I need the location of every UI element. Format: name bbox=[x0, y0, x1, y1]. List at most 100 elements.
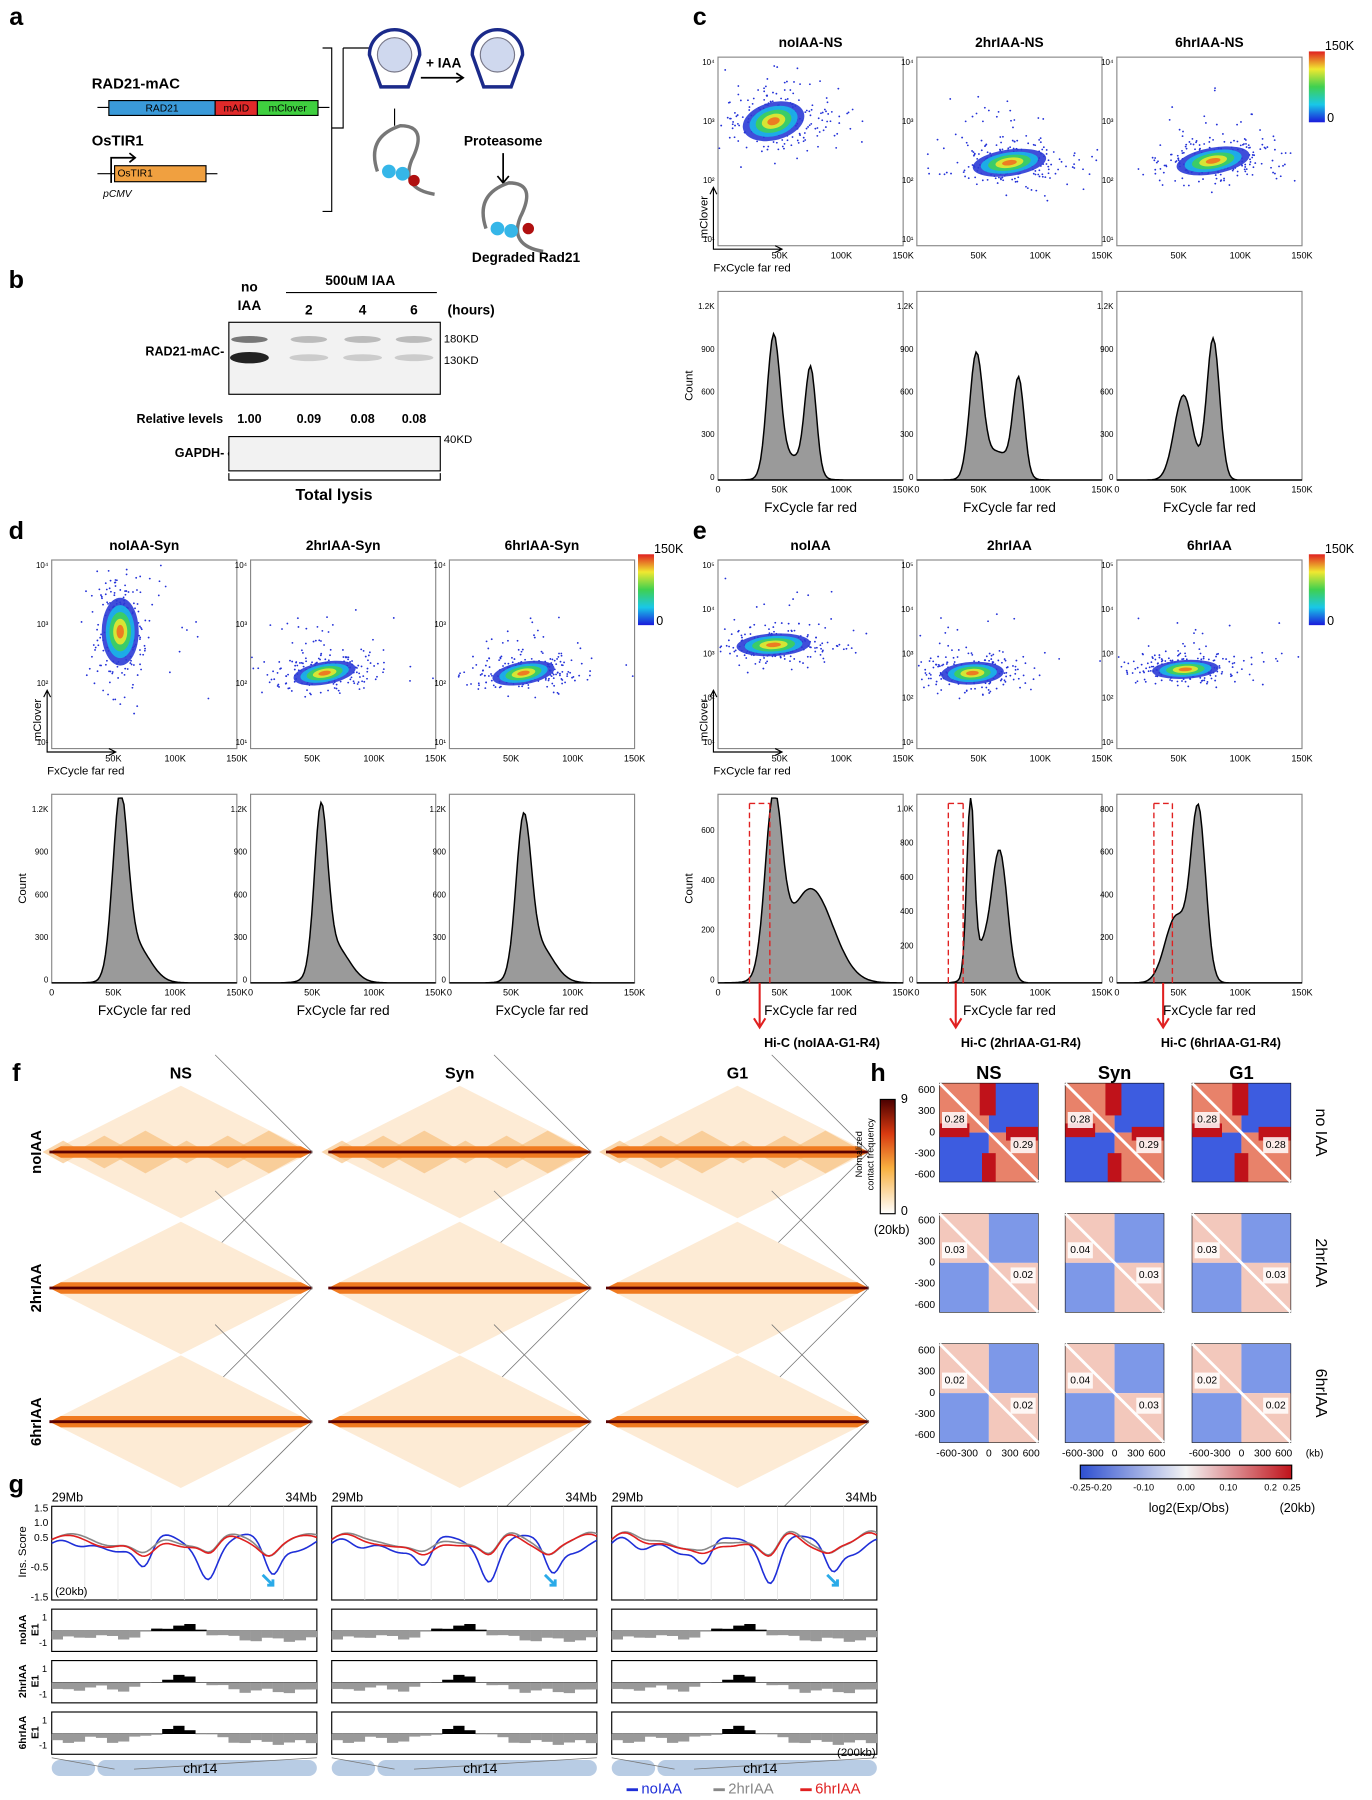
event-dot bbox=[1222, 133, 1224, 135]
event-dot bbox=[1161, 184, 1164, 186]
event-dot bbox=[302, 652, 304, 654]
event-dot bbox=[560, 652, 563, 655]
event-dot bbox=[1003, 679, 1006, 682]
x-tick-label: 50K bbox=[503, 753, 519, 763]
event-dot bbox=[1088, 173, 1091, 176]
e1-bar bbox=[228, 1630, 240, 1636]
e1-bar bbox=[475, 1682, 487, 1683]
event-dot bbox=[1176, 622, 1179, 624]
event-dot bbox=[382, 671, 384, 674]
e1-bar bbox=[854, 1682, 867, 1690]
event-dot bbox=[137, 610, 140, 613]
event-dot bbox=[1002, 135, 1004, 138]
event-dot bbox=[748, 626, 751, 629]
e1-bar bbox=[622, 1630, 635, 1637]
event-dot bbox=[1044, 176, 1047, 179]
event-dot bbox=[1223, 140, 1226, 143]
event-dot bbox=[981, 686, 983, 689]
event-dot bbox=[789, 660, 791, 663]
y-tick-label: 200 bbox=[701, 926, 715, 935]
event-dot bbox=[737, 85, 740, 87]
x-tick-label: 50K bbox=[1170, 250, 1186, 260]
event-dot bbox=[978, 153, 980, 155]
event-dot bbox=[557, 693, 560, 695]
colorbar-tick: 0.00 bbox=[1177, 1482, 1195, 1492]
x-tick-label: 150K bbox=[1291, 753, 1312, 763]
event-dot bbox=[821, 650, 824, 653]
event-dot bbox=[94, 649, 96, 651]
event-dot bbox=[114, 581, 117, 584]
event-dot bbox=[789, 655, 792, 658]
panel-label: c bbox=[693, 3, 707, 31]
label: 0.02 bbox=[945, 1375, 965, 1386]
event-dot bbox=[158, 580, 161, 583]
event-dot bbox=[1126, 673, 1129, 675]
scatter-frame bbox=[51, 559, 238, 750]
e1-bar bbox=[519, 1630, 531, 1641]
column-title: G1 bbox=[727, 1066, 748, 1083]
event-dot bbox=[319, 691, 322, 694]
event-dot bbox=[927, 684, 930, 687]
event-dot bbox=[487, 675, 490, 677]
event-dot bbox=[820, 647, 822, 650]
event-dot bbox=[108, 587, 111, 590]
axis-label: FxCycle far red bbox=[297, 1003, 390, 1018]
event-dot bbox=[91, 655, 93, 658]
x-tick-label: 50K bbox=[503, 988, 519, 998]
event-dot bbox=[1215, 177, 1218, 180]
event-dot bbox=[129, 662, 132, 664]
event-dot bbox=[1192, 143, 1195, 146]
event-dot bbox=[830, 110, 833, 113]
event-dot bbox=[758, 661, 761, 663]
event-dot bbox=[743, 654, 746, 657]
event-dot bbox=[1165, 164, 1167, 167]
event-dot bbox=[533, 634, 535, 637]
event-dot bbox=[997, 659, 1000, 662]
event-dot bbox=[511, 661, 514, 664]
event-dot bbox=[1037, 117, 1040, 119]
event-dot bbox=[983, 106, 986, 109]
event-dot bbox=[928, 660, 931, 662]
event-dot bbox=[327, 689, 329, 692]
x-tick-label: 0 bbox=[248, 988, 253, 998]
event-dot bbox=[290, 690, 293, 692]
event-dot bbox=[353, 682, 356, 685]
event-dot bbox=[1025, 185, 1027, 188]
y-tick-label: 600 bbox=[701, 388, 715, 397]
y-tick-label: 1 bbox=[42, 1613, 47, 1623]
event-dot bbox=[1146, 662, 1149, 665]
x-tick-label: 50K bbox=[772, 485, 788, 495]
score-box bbox=[1136, 1397, 1162, 1414]
event-dot bbox=[124, 593, 127, 596]
event-dot bbox=[492, 684, 495, 687]
y-tick-label: 1.2K bbox=[1097, 302, 1114, 311]
event-dot bbox=[1169, 659, 1172, 662]
score-box bbox=[1136, 1267, 1162, 1284]
hotspot bbox=[979, 1083, 996, 1116]
event-dot bbox=[1014, 665, 1017, 668]
e1-bar bbox=[272, 1630, 284, 1639]
event-dot bbox=[558, 652, 560, 655]
e1-bar bbox=[464, 1676, 476, 1683]
nucleus bbox=[479, 37, 516, 73]
label: 29Mb bbox=[612, 1491, 643, 1505]
event-dot bbox=[1251, 156, 1254, 159]
event-dot bbox=[998, 649, 1001, 652]
quadrant bbox=[988, 1213, 1038, 1263]
score-box bbox=[942, 1112, 968, 1128]
event-dot bbox=[999, 148, 1001, 151]
e1-bar bbox=[689, 1630, 701, 1638]
y-tick-label: 0 bbox=[44, 976, 49, 985]
event-dot bbox=[823, 661, 826, 663]
event-dot bbox=[97, 644, 100, 647]
e1-bar bbox=[217, 1733, 229, 1738]
e1-bar bbox=[788, 1733, 800, 1743]
event-dot bbox=[762, 145, 765, 148]
e1-bar bbox=[342, 1682, 355, 1690]
event-dot bbox=[409, 665, 412, 668]
event-dot bbox=[553, 659, 556, 662]
event-dot bbox=[816, 127, 819, 129]
event-dot bbox=[954, 133, 957, 136]
event-dot bbox=[1183, 645, 1186, 648]
e1-bar bbox=[173, 1674, 185, 1683]
